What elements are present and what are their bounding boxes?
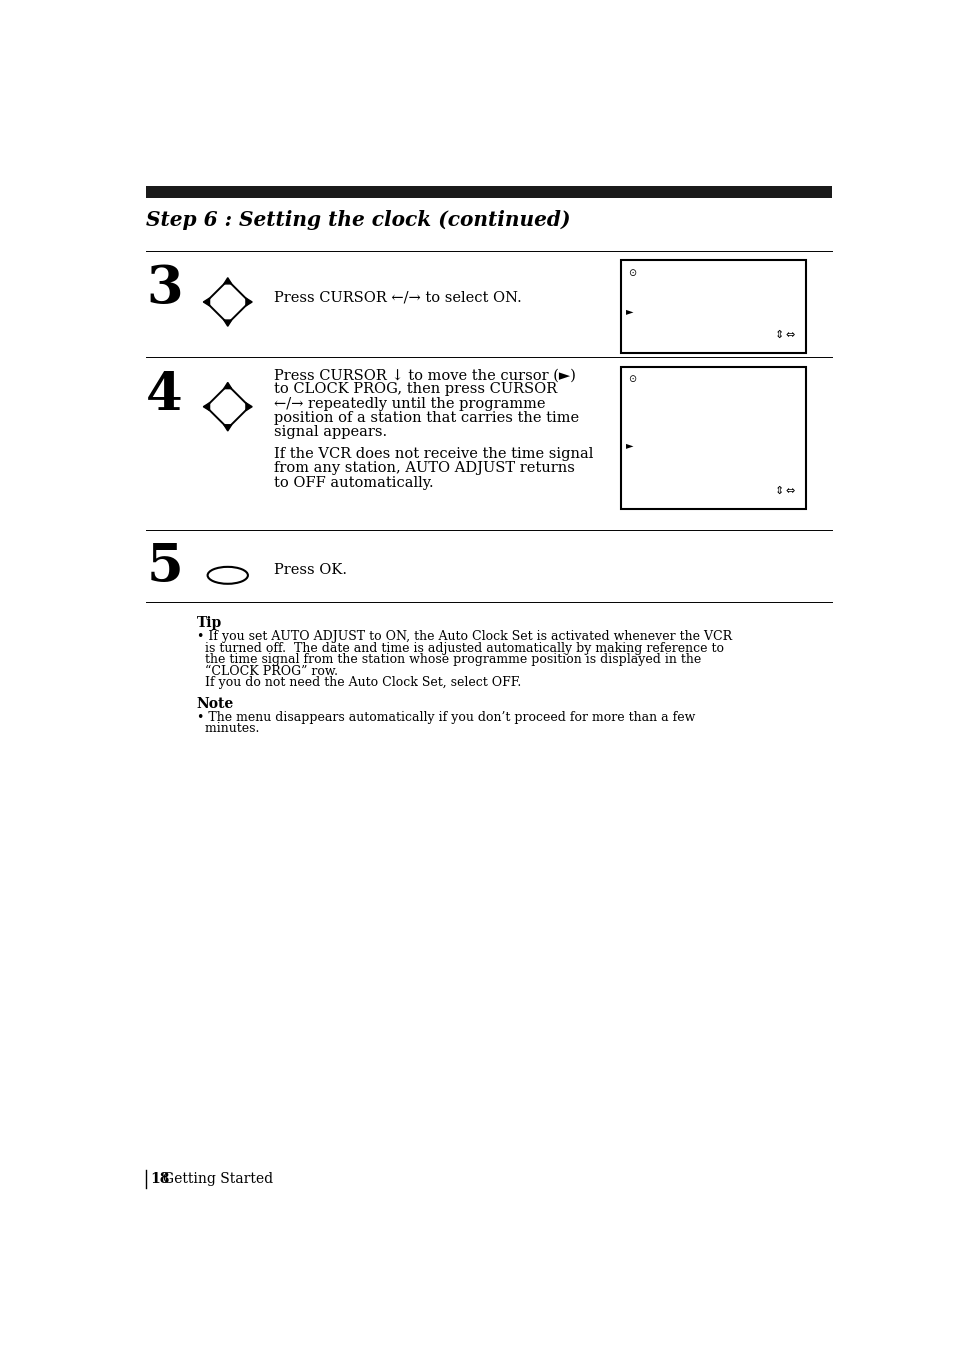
Bar — [620, 260, 805, 352]
Text: Press OK.: Press OK. — [274, 562, 347, 577]
Text: ⇔: ⇔ — [785, 329, 794, 340]
Text: • The menu disappears automatically if you don’t proceed for more than a few: • The menu disappears automatically if y… — [196, 711, 695, 724]
Text: is turned off.  The date and time is adjusted automatically by making reference : is turned off. The date and time is adju… — [196, 641, 723, 654]
Polygon shape — [206, 280, 249, 324]
Text: ►: ► — [625, 440, 633, 450]
Polygon shape — [224, 278, 232, 285]
Bar — [620, 367, 805, 509]
Text: ⊙: ⊙ — [627, 268, 635, 278]
Text: minutes.: minutes. — [196, 722, 259, 736]
Text: Getting Started: Getting Started — [163, 1172, 274, 1186]
Text: If you do not need the Auto Clock Set, select OFF.: If you do not need the Auto Clock Set, s… — [196, 676, 520, 690]
Polygon shape — [203, 298, 210, 306]
Text: ⇕: ⇕ — [774, 329, 783, 340]
Polygon shape — [224, 424, 232, 431]
Text: “CLOCK PROG” row.: “CLOCK PROG” row. — [196, 665, 337, 678]
Text: the time signal from the station whose programme position is displayed in the: the time signal from the station whose p… — [196, 653, 700, 667]
Text: Press CURSOR ↓ to move the cursor (►): Press CURSOR ↓ to move the cursor (►) — [274, 369, 576, 382]
Polygon shape — [203, 402, 210, 411]
Text: 18: 18 — [150, 1172, 170, 1186]
Text: Note: Note — [196, 696, 233, 711]
Polygon shape — [246, 402, 252, 411]
Text: position of a station that carries the time: position of a station that carries the t… — [274, 411, 578, 425]
Text: ⇔: ⇔ — [785, 486, 794, 496]
Text: from any station, AUTO ADJUST returns: from any station, AUTO ADJUST returns — [274, 461, 575, 476]
Text: 5: 5 — [146, 541, 183, 592]
Text: to CLOCK PROG, then press CURSOR: to CLOCK PROG, then press CURSOR — [274, 382, 557, 397]
Polygon shape — [224, 320, 232, 327]
Text: ⇕: ⇕ — [774, 486, 783, 496]
Text: Step 6 : Setting the clock (continued): Step 6 : Setting the clock (continued) — [146, 210, 570, 230]
Text: If the VCR does not receive the time signal: If the VCR does not receive the time sig… — [274, 447, 593, 461]
Ellipse shape — [208, 566, 248, 584]
Text: • If you set AUTO ADJUST to ON, the Auto Clock Set is activated whenever the VCR: • If you set AUTO ADJUST to ON, the Auto… — [196, 630, 731, 644]
Text: ⊙: ⊙ — [627, 374, 635, 385]
Text: 3: 3 — [146, 263, 183, 314]
Text: ←/→ repeatedly until the programme: ←/→ repeatedly until the programme — [274, 397, 545, 411]
Text: Tip: Tip — [196, 617, 222, 630]
Polygon shape — [246, 298, 252, 306]
Polygon shape — [224, 382, 232, 389]
Polygon shape — [206, 385, 249, 428]
Bar — [146, 186, 831, 198]
Text: Press CURSOR ←/→ to select ON.: Press CURSOR ←/→ to select ON. — [274, 290, 521, 305]
Text: 4: 4 — [146, 370, 183, 421]
Text: to OFF automatically.: to OFF automatically. — [274, 476, 434, 489]
Text: ►: ► — [625, 306, 633, 316]
Text: signal appears.: signal appears. — [274, 425, 387, 439]
